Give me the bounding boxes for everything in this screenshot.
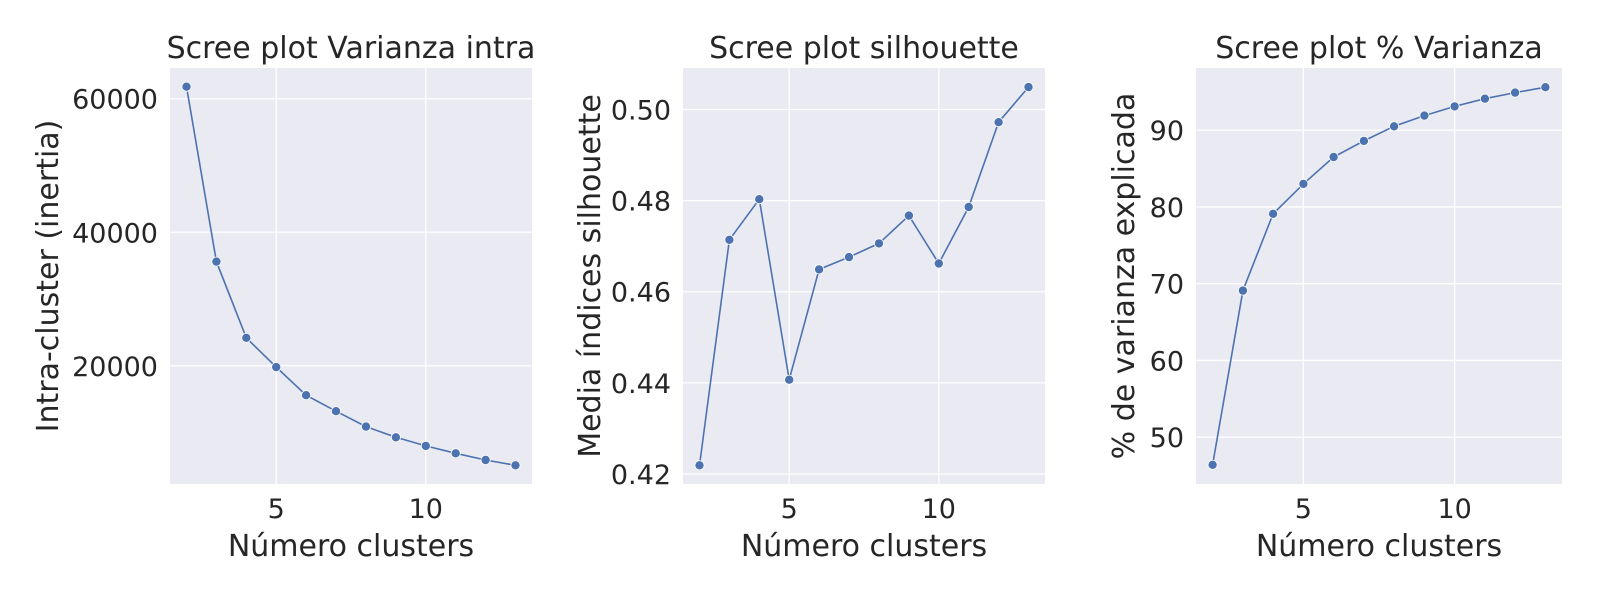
y-tick-label: 40000 [72, 218, 158, 249]
x-tick-label: 10 [409, 494, 443, 525]
data-point [754, 194, 765, 205]
data-point [1510, 87, 1521, 98]
chart-panel-silhouette: 5 10 0.42 0.44 0.46 0.48 0.50 Scree plot silho… [573, 31, 1045, 564]
series-line [185, 86, 516, 467]
data-point [933, 258, 944, 269]
y-tick-label: 0.44 [611, 369, 671, 400]
x-tick-label: 10 [1437, 494, 1471, 525]
plot-area [1196, 68, 1562, 484]
grid [170, 68, 532, 484]
data-point [330, 406, 341, 417]
series-line [698, 86, 1030, 466]
y-tick-label: 20000 [72, 352, 158, 383]
data-point [360, 421, 371, 432]
y-tick-label: 90 [1150, 116, 1184, 147]
data-point [724, 234, 735, 245]
ticks: 5 10 0.42 0.44 0.46 0.48 0.50 [611, 95, 956, 525]
ticks: 5 10 20000 40000 60000 [72, 85, 443, 525]
y-tick-label: 70 [1150, 270, 1184, 301]
data-point [1479, 93, 1490, 104]
y-tick-label: 0.46 [611, 278, 671, 309]
x-tick-label: 5 [781, 494, 798, 525]
data-point [241, 332, 252, 343]
y-axis-label: % de varianza explicada [1107, 93, 1142, 460]
data-point [844, 252, 855, 263]
data-point [993, 117, 1004, 128]
y-tick-label: 0.48 [611, 187, 671, 218]
grid [683, 68, 1045, 484]
x-axis-label: Número clusters [228, 529, 474, 564]
y-tick-label: 60 [1150, 346, 1184, 377]
series-line [1211, 86, 1546, 465]
data-point [301, 390, 312, 401]
data-point [1389, 121, 1400, 132]
markers [1207, 82, 1551, 470]
data-point [1419, 110, 1430, 121]
x-axis-label: Número clusters [741, 529, 987, 564]
data-point [1237, 285, 1248, 296]
data-point [694, 460, 705, 471]
data-point [420, 440, 431, 451]
chart-panel-variance: 5 10 50 60 70 80 90 Scree plot % Varianza Núme… [1107, 31, 1562, 564]
x-tick-label: 5 [268, 494, 285, 525]
data-point [271, 362, 282, 373]
y-axis-label: Media índices silhouette [573, 94, 608, 458]
x-axis-label: Número clusters [1256, 529, 1502, 564]
y-tick-label: 50 [1150, 423, 1184, 454]
y-tick-label: 80 [1150, 193, 1184, 224]
data-point [480, 454, 491, 465]
chart-title: Scree plot silhouette [709, 31, 1019, 66]
chart-title: Scree plot % Varianza [1215, 31, 1543, 66]
data-point [450, 448, 461, 459]
data-point [510, 460, 521, 471]
data-point [1449, 101, 1460, 112]
ticks: 5 10 50 60 70 80 90 [1150, 116, 1472, 525]
data-point [903, 210, 914, 221]
data-point [181, 81, 192, 92]
markers [694, 82, 1034, 471]
data-point [814, 264, 825, 275]
y-axis-label: Intra-cluster (inertia) [31, 120, 66, 433]
plot-area [170, 68, 532, 484]
data-point [390, 432, 401, 443]
data-point [1298, 178, 1309, 189]
y-tick-label: 60000 [72, 85, 158, 116]
x-tick-label: 5 [1295, 494, 1312, 525]
x-tick-label: 10 [922, 494, 956, 525]
markers [181, 81, 521, 471]
data-point [1358, 135, 1369, 146]
y-tick-label: 0.50 [611, 95, 671, 126]
grid [1196, 68, 1562, 484]
data-point [874, 238, 885, 249]
plot-area [683, 68, 1045, 484]
data-point [784, 374, 795, 385]
data-point [1328, 151, 1339, 162]
data-point [1023, 82, 1034, 93]
y-tick-label: 0.42 [611, 460, 671, 491]
chart-panel-inertia: 5 10 20000 40000 60000 Scree plot Varianza i… [31, 31, 535, 564]
data-point [1207, 459, 1218, 470]
data-point [1540, 82, 1551, 93]
data-point [211, 256, 222, 267]
data-point [963, 201, 974, 212]
chart-title: Scree plot Varianza intra [167, 31, 536, 66]
data-point [1268, 208, 1279, 219]
